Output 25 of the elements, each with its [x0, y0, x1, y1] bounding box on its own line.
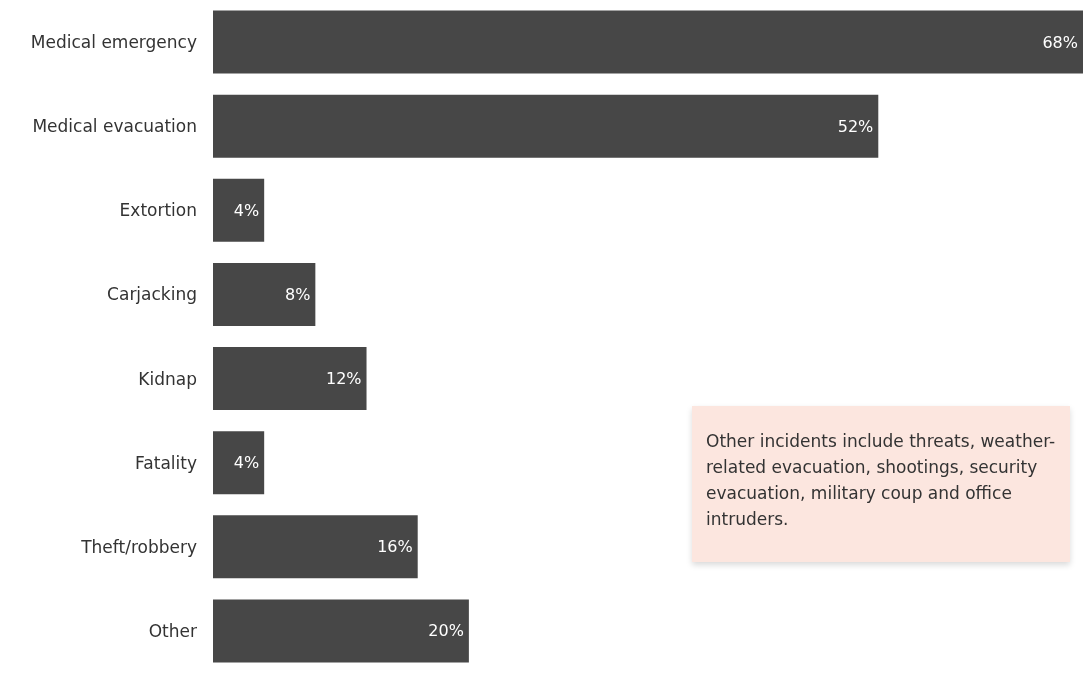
bar [213, 10, 1083, 74]
data-label: 4% [233, 200, 260, 220]
y-tick-label: Medical evacuation [32, 116, 197, 137]
bar [213, 515, 418, 579]
y-tick-label: Carjacking [107, 284, 197, 305]
bar [213, 94, 879, 158]
y-tick-label: Extortion [119, 200, 197, 221]
bar [213, 262, 316, 326]
bar [213, 431, 265, 495]
data-label: 20% [428, 621, 464, 641]
bar [213, 347, 367, 411]
y-tick-label: Other [148, 620, 197, 641]
y-tick-label: Kidnap [138, 368, 197, 389]
data-label: 4% [233, 453, 260, 473]
data-label: 68% [1042, 32, 1078, 52]
data-label: 12% [325, 369, 362, 389]
bar [213, 178, 265, 242]
note-box: Other incidents include threats, weather-related evacuation, shootings, security evacuation, military coup and office intruders. [692, 406, 1070, 562]
data-label: 8% [284, 284, 311, 304]
data-label: 16% [377, 537, 413, 557]
bar [213, 599, 469, 663]
y-tick-label: Medical emergency [30, 32, 197, 53]
y-tick-label: Theft/robbery [80, 536, 197, 557]
y-tick-label: Fatality [135, 452, 197, 473]
data-label: 52% [837, 116, 874, 136]
